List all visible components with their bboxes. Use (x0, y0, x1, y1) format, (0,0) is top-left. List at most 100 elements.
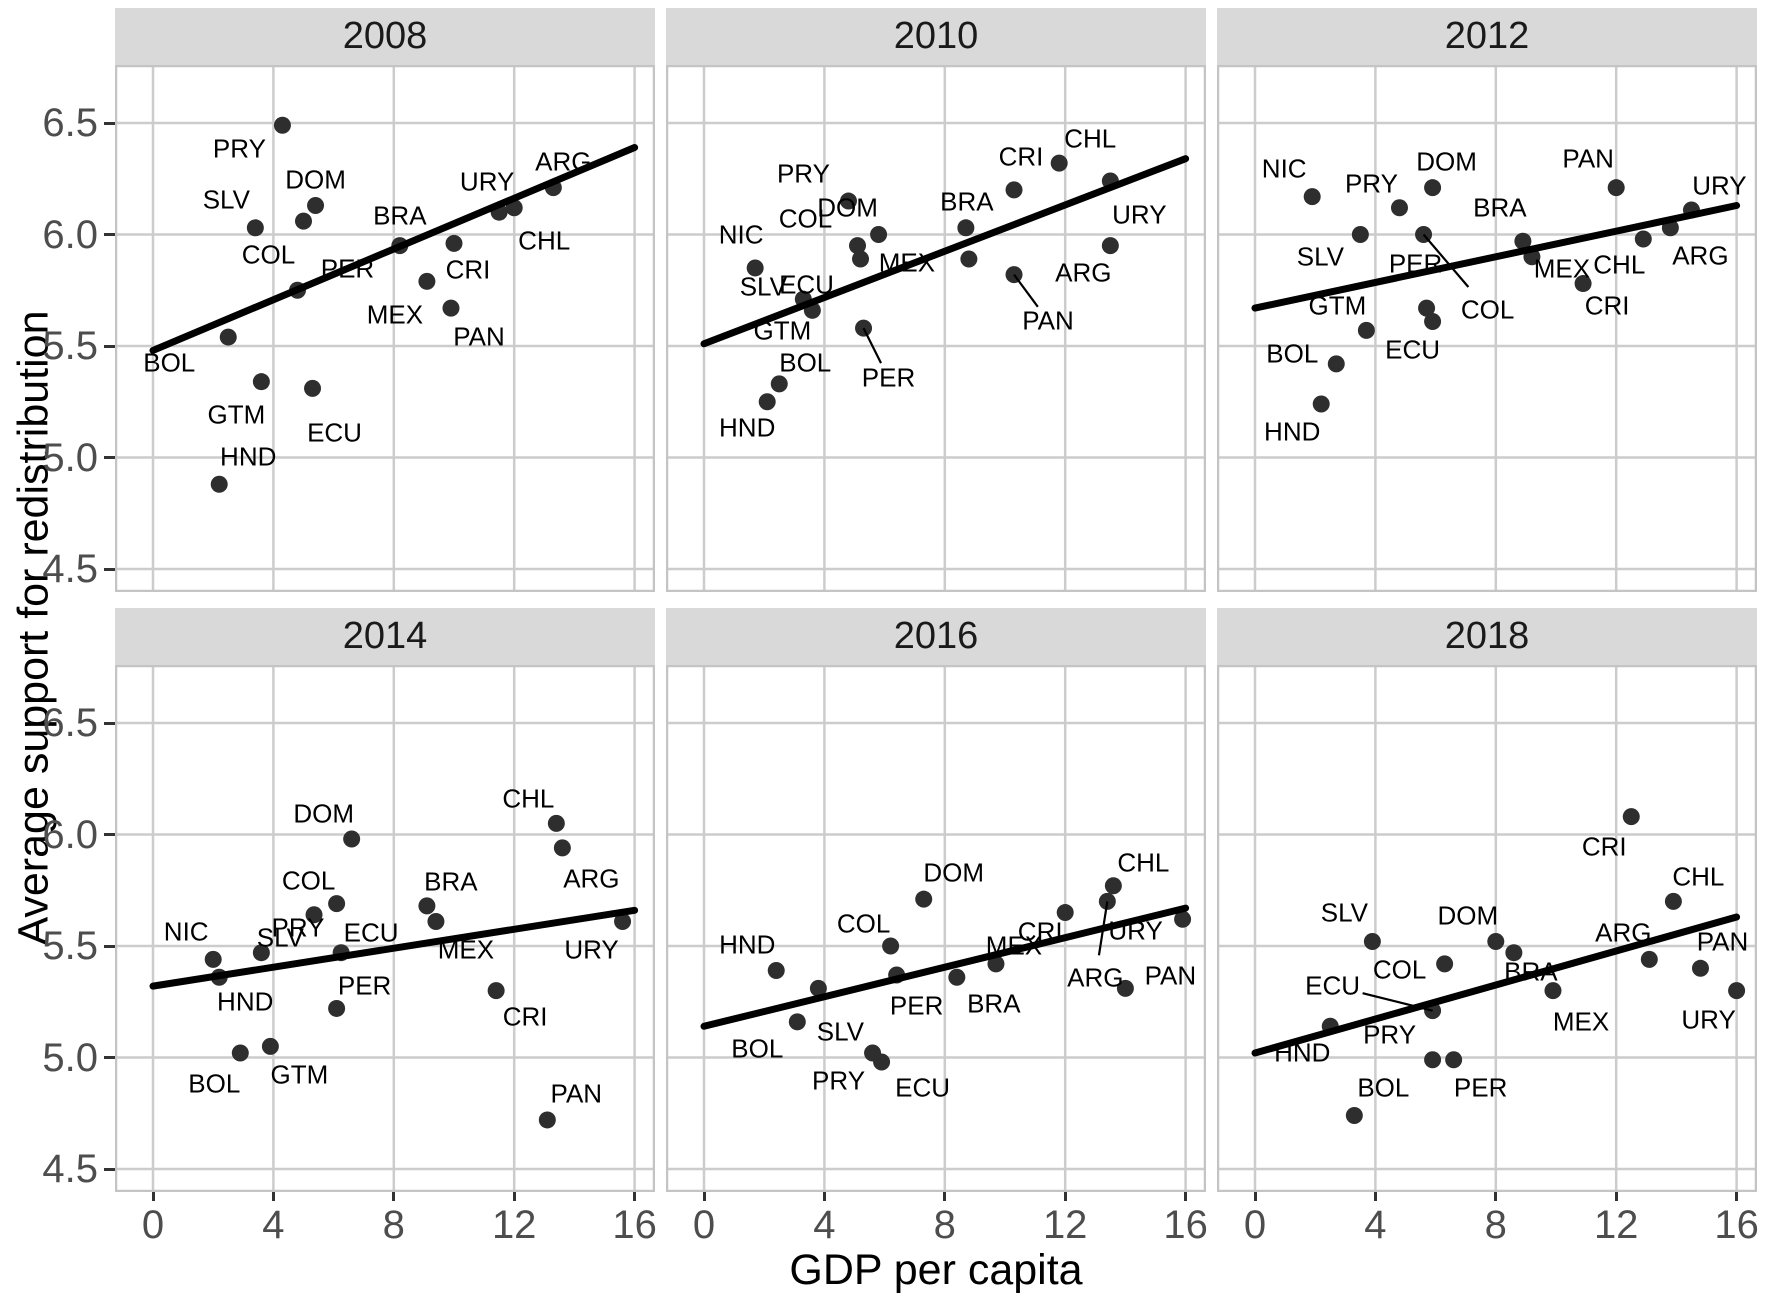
country-label-2016-PER: PER (889, 990, 944, 1021)
facet-header-2012: 2012 (1217, 8, 1757, 65)
facet-plot-2014 (115, 665, 655, 1192)
point-2012-BOL (1327, 355, 1345, 373)
country-label-2008-ARG: ARG (535, 146, 592, 177)
facet-plot-2012 (1217, 65, 1757, 592)
country-label-2014-NIC: NIC (163, 916, 209, 947)
country-label-2012-URY: URY (1692, 170, 1747, 201)
country-label-2012-CRI: CRI (1584, 290, 1630, 321)
y-tick (104, 121, 115, 125)
point-2014-COL (328, 895, 346, 913)
point-2008-BOL (219, 328, 237, 346)
point-2018-PER (1445, 1051, 1463, 1069)
point-2016-PAN (1116, 979, 1134, 997)
point-2010-CRI (1005, 181, 1023, 199)
point-2018-ARG (1640, 950, 1658, 968)
x-tick-label: 12 (1042, 1203, 1088, 1247)
country-label-2012-NIC: NIC (1261, 153, 1307, 184)
country-label-2010-NIC: NIC (718, 219, 764, 250)
country-label-2016-CHL: CHL (1117, 847, 1170, 878)
country-label-2018-MEX: MEX (1552, 1006, 1610, 1037)
country-label-2014-CRI: CRI (502, 1001, 548, 1032)
point-2014-GTM (261, 1037, 279, 1055)
point-2012-CHL (1634, 230, 1652, 248)
y-tick (104, 833, 115, 836)
point-2018-CHL (1664, 892, 1682, 910)
country-label-2012-PRY: PRY (1344, 168, 1398, 199)
country-label-2010-DOM: DOM (817, 192, 878, 222)
country-label-2016-COL: COL (836, 908, 891, 939)
trend-line-2008 (149, 144, 639, 354)
x-axis-title: GDP per capita (789, 1246, 1083, 1294)
country-label-2008-COL: COL (241, 239, 296, 270)
panel-border (115, 665, 655, 1192)
country-label-2018-PRY: PRY (1363, 1019, 1417, 1050)
trend-line-2010 (700, 155, 1190, 348)
x-tick (1253, 1192, 1257, 1201)
x-tick (1494, 1192, 1498, 1201)
country-label-2010-SLV: SLV (739, 271, 787, 302)
label-pointer-PER (862, 327, 883, 364)
country-label-2014-BRA: BRA (424, 866, 478, 897)
point-2012-SLV (1351, 226, 1369, 243)
point-2018-PRY (1424, 1051, 1442, 1069)
x-tick-label: 8 (382, 1203, 405, 1247)
point-2014-PER (328, 999, 346, 1017)
y-tick (104, 567, 115, 571)
country-label-2012-PER: PER (1388, 248, 1443, 279)
point-2018-CRI (1622, 808, 1640, 826)
country-label-2018-BRA: BRA (1504, 956, 1558, 987)
facet-plot-2008 (115, 65, 655, 592)
point-2010-PRY (839, 192, 857, 210)
point-2012-CRI (1574, 275, 1592, 293)
facet-header-2018: 2018 (1217, 608, 1757, 665)
country-label-2008-BOL: BOL (143, 347, 196, 378)
facet-header-2014: 2014 (115, 608, 655, 665)
country-label-2016-BOL: BOL (731, 1033, 784, 1064)
country-label-2018-SLV: SLV (1320, 897, 1368, 928)
country-label-2018-ARG: ARG (1595, 917, 1652, 948)
facet-plot-2018 (1217, 665, 1757, 1192)
point-2014-DOM (343, 830, 361, 848)
y-tick-label: 6.5 (42, 701, 98, 745)
point-2008-DOM (307, 197, 325, 215)
facet-header-2010: 2010 (666, 8, 1206, 65)
country-label-2012-BOL: BOL (1266, 338, 1319, 369)
x-tick-label: 4 (1364, 1203, 1387, 1247)
x-tick (151, 1192, 155, 1201)
trend-line-2014 (149, 906, 639, 990)
country-label-2016-DOM: DOM (923, 857, 985, 888)
point-2014-SLV (252, 944, 270, 962)
y-tick-label: 4.5 (42, 547, 98, 591)
y-tick-label: 5.5 (42, 924, 98, 968)
point-2018-SLV (1363, 933, 1381, 951)
trend-line-2016 (700, 904, 1190, 1030)
country-label-2014-DOM: DOM (293, 798, 354, 829)
country-label-2008-URY: URY (459, 166, 515, 197)
country-label-2012-ECU: ECU (1385, 334, 1441, 365)
point-2018-PAN (1691, 959, 1709, 977)
facet-plot-2016 (666, 665, 1206, 1192)
country-label-2014-MEX: MEX (437, 934, 495, 965)
point-2010-NIC (746, 259, 764, 277)
country-label-2018-CHL: CHL (1672, 861, 1725, 892)
point-2010-DOM (870, 226, 888, 243)
country-label-2008-CRI: CRI (445, 254, 491, 285)
point-2010-MEX (960, 250, 978, 268)
label-pointer-ARG (1097, 901, 1109, 956)
point-2014-NIC (204, 950, 222, 968)
y-tick-label: 6.0 (42, 212, 98, 257)
x-tick (1184, 1192, 1188, 1201)
country-label-2016-ECU: ECU (895, 1072, 951, 1103)
point-2018-URY (1728, 982, 1746, 1000)
country-label-2016-SLV: SLV (816, 1016, 864, 1047)
country-label-2018-PER: PER (1453, 1072, 1508, 1103)
point-2012-PAN (1607, 179, 1625, 197)
x-tick-label: 8 (1484, 1203, 1507, 1247)
point-2010-HND (758, 393, 776, 411)
y-tick (104, 1056, 115, 1059)
country-label-2010-BOL: BOL (779, 347, 832, 378)
x-tick (1063, 1192, 1067, 1201)
y-tick-label: 5.5 (42, 324, 98, 368)
country-label-2014-ECU: ECU (343, 917, 399, 948)
